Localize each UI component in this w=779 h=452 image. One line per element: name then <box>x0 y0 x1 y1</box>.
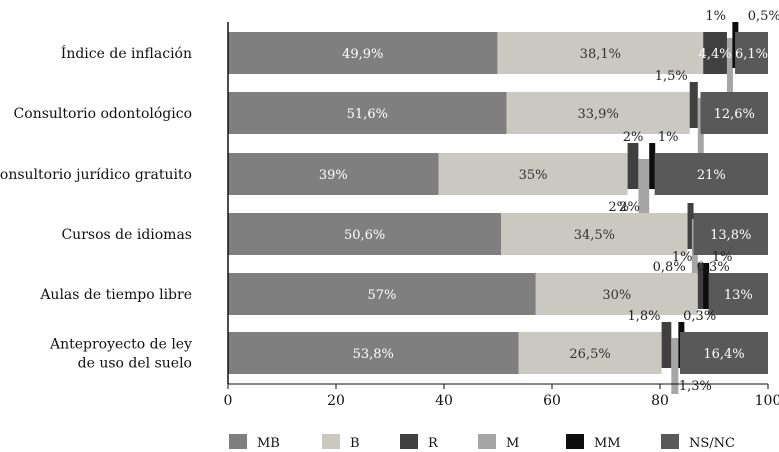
category-label-row-2: Consultorio jurídico gratuito <box>0 167 192 183</box>
data-label-mb-row-4: 57% <box>367 288 396 303</box>
bar-mb-row-4 <box>228 273 536 315</box>
bar-ns-nc-row-2 <box>654 153 768 195</box>
data-label-mm-row-5: 0,3% <box>683 309 716 324</box>
legend-swatch-r <box>400 434 418 449</box>
data-label-r-row-0: 4,4% <box>699 47 732 62</box>
data-label-m-row-0: 1% <box>705 9 726 24</box>
data-label-ns-nc-row-4: 13% <box>724 288 753 303</box>
legend-label-b: B <box>350 436 360 451</box>
legend-swatch-b <box>322 434 340 449</box>
labels-layer: 49,9% 38,1% 4,4% 1% 0,5% 6,1% Índice de inflac… <box>0 9 779 394</box>
bar-mb-row-5 <box>228 332 519 374</box>
category-label-row-0: Índice de inflación <box>61 44 192 62</box>
bar-m-row-2 <box>638 159 650 215</box>
legend-swatch-m <box>478 434 496 449</box>
x-tick-label: 0 <box>224 393 233 409</box>
axis-layer: 0 20 40 60 80 100 <box>224 22 779 409</box>
data-label-m-row-3: 0,3% <box>697 260 730 275</box>
data-label-mb-row-1: 51,6% <box>347 107 388 122</box>
bar-mb-row-1 <box>228 92 507 134</box>
bar-mm-row-2 <box>649 143 656 189</box>
bar-m-row-0 <box>726 38 733 94</box>
legend-label-ns-nc: NS/NC <box>689 436 735 451</box>
bar-r-row-1 <box>689 82 698 128</box>
bar-b-row-2 <box>438 153 628 195</box>
x-tick-label: 60 <box>543 393 561 409</box>
data-label-b-row-2: 35% <box>519 168 548 183</box>
legend-layer: MB B R M MM NS/NC <box>229 434 735 451</box>
x-tick-label: 100 <box>755 393 779 409</box>
bars-layer <box>228 22 768 394</box>
legend-swatch-mb <box>229 434 247 449</box>
bar-ns-nc-row-0 <box>735 32 768 74</box>
data-label-ns-nc-row-3: 13,8% <box>710 228 751 243</box>
category-label-row-3: Cursos de idiomas <box>61 227 192 243</box>
data-label-mb-row-5: 53,8% <box>353 347 394 362</box>
bar-r-row-5 <box>661 322 672 368</box>
bar-ns-nc-row-5 <box>679 332 768 374</box>
data-label-b-row-3: 34,5% <box>574 228 615 243</box>
data-label-r-row-3: 0,8% <box>653 260 686 275</box>
category-label-row-5: de uso del suelo <box>78 356 192 372</box>
bar-r-row-4 <box>697 263 704 309</box>
bar-r-row-0 <box>703 32 727 74</box>
bar-b-row-1 <box>506 92 690 134</box>
data-label-m-row-2: 2% <box>619 200 640 215</box>
data-label-r-row-5: 1,8% <box>627 309 660 324</box>
bar-b-row-5 <box>518 332 662 374</box>
category-label-row-4: Aulas de tiempo libre <box>39 287 192 303</box>
bar-b-row-0 <box>497 32 704 74</box>
bar-b-row-4 <box>535 273 698 315</box>
data-label-mb-row-3: 50,6% <box>344 228 385 243</box>
data-label-b-row-4: 30% <box>602 288 631 303</box>
legend-swatch-mm <box>566 434 584 449</box>
data-label-m-row-5: 1,3% <box>679 379 712 394</box>
bar-ns-nc-row-1 <box>700 92 768 134</box>
category-label-row-1: Consultorio odontológico <box>14 106 192 122</box>
legend-label-r: R <box>428 436 439 451</box>
data-label-mb-row-0: 49,9% <box>342 47 383 62</box>
data-label-ns-nc-row-2: 21% <box>697 168 726 183</box>
data-label-r-row-4: 1% <box>672 250 693 265</box>
bar-r-row-2 <box>627 143 639 189</box>
data-label-b-row-1: 33,9% <box>578 107 619 122</box>
data-label-ns-nc-row-0: 6,1% <box>735 47 768 62</box>
category-label-row-5: Anteproyecto de ley <box>49 337 192 353</box>
bar-r-row-3 <box>687 203 694 249</box>
data-label-r-row-1: 1,5% <box>655 69 688 84</box>
bar-mb-row-2 <box>228 153 439 195</box>
legend-label-mb: MB <box>257 436 280 451</box>
data-label-mm-row-0: 0,5% <box>748 9 779 24</box>
legend-label-mm: MM <box>594 436 621 451</box>
bar-mm-row-4 <box>703 263 710 309</box>
bar-ns-nc-row-4 <box>708 273 768 315</box>
legend-label-m: M <box>506 436 519 451</box>
bar-ns-nc-row-3 <box>693 213 768 255</box>
data-label-ns-nc-row-5: 16,4% <box>703 347 744 362</box>
legend-swatch-ns-nc <box>661 434 679 449</box>
data-label-r-row-2: 2% <box>623 130 644 145</box>
data-label-mb-row-2: 39% <box>319 168 348 183</box>
x-tick-label: 40 <box>435 393 453 409</box>
data-label-r-row-2: 2% <box>608 200 629 215</box>
data-label-mm-row-4: 1% <box>712 250 733 265</box>
bar-b-row-3 <box>501 213 688 255</box>
bar-m-row-5 <box>671 338 679 394</box>
x-tick-label: 20 <box>327 393 345 409</box>
data-label-b-row-5: 26,5% <box>569 347 610 362</box>
bar-mb-row-0 <box>228 32 498 74</box>
bar-mb-row-3 <box>228 213 502 255</box>
data-label-ns-nc-row-1: 12,6% <box>714 107 755 122</box>
x-tick-label: 80 <box>651 393 669 409</box>
data-label-mm-row-2: 1% <box>658 130 679 145</box>
data-label-b-row-0: 38,1% <box>580 47 621 62</box>
